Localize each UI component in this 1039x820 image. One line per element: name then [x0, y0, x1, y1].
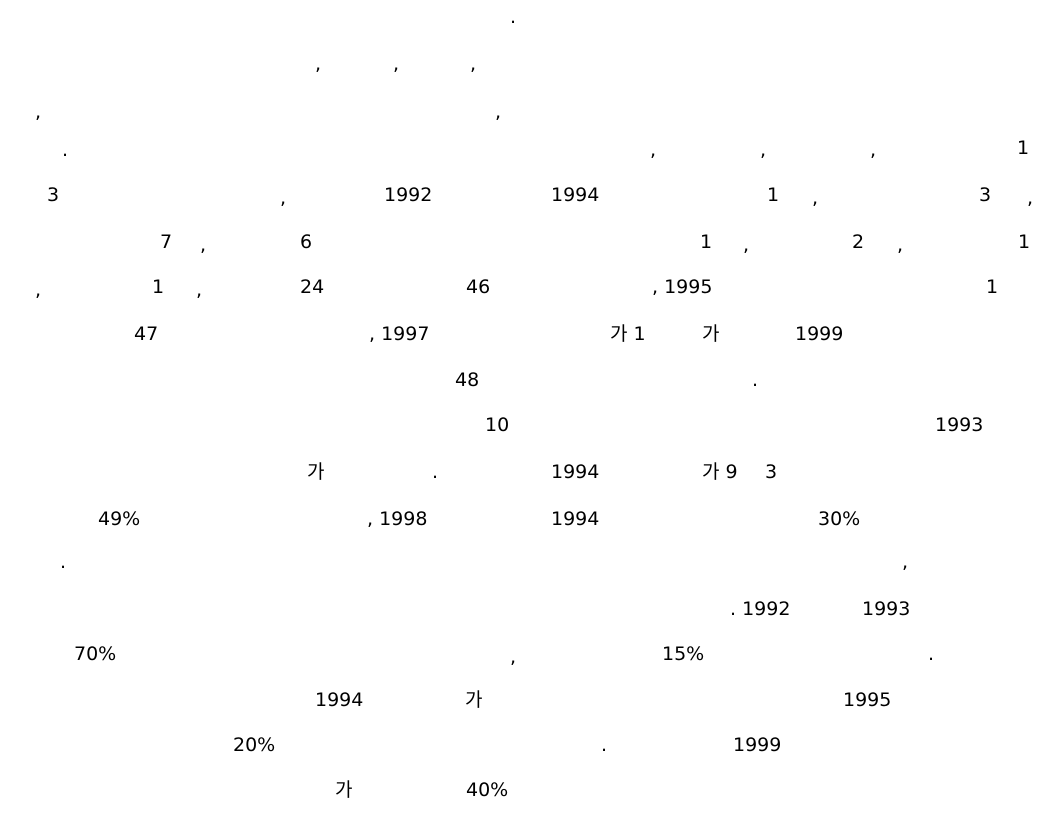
text-fragment: 40% — [466, 779, 509, 801]
text-fragment: , — [35, 101, 42, 123]
text-fragment: , — [393, 53, 400, 75]
text-fragment: , — [315, 53, 322, 75]
text-fragment: , — [510, 646, 517, 668]
text-fragment: 47 — [134, 323, 159, 345]
text-fragment: 1993 — [935, 414, 984, 436]
text-fragment: 1 — [152, 276, 165, 298]
text-fragment: 1999 — [795, 323, 844, 345]
text-fragment: , — [743, 234, 750, 256]
text-fragment: . — [60, 551, 67, 573]
text-fragment: , 1998 — [367, 508, 428, 530]
text-fragment: . — [601, 734, 608, 756]
text-fragment: 1 — [1018, 231, 1031, 253]
text-fragment: , — [897, 234, 904, 256]
text-fragment: 1992 — [384, 184, 433, 206]
text-fragment: , — [902, 551, 909, 573]
text-fragment: 가 — [702, 323, 720, 345]
text-fragment: 1994 — [551, 184, 600, 206]
text-fragment: 10 — [485, 414, 510, 436]
text-fragment: , — [812, 187, 819, 209]
text-fragment: , — [760, 139, 767, 161]
text-fragment: 3 — [979, 184, 992, 206]
text-fragment: 3 — [47, 184, 60, 206]
text-fragment: 가 9 — [702, 461, 738, 483]
text-fragment: 2 — [852, 231, 865, 253]
text-fragment: , — [470, 53, 477, 75]
text-fragment: 1 — [1017, 137, 1030, 159]
text-fragment: , 1995 — [652, 276, 713, 298]
text-fragment: . — [752, 369, 759, 391]
text-fragment: , — [650, 139, 657, 161]
text-fragment: . 1992 — [730, 598, 791, 620]
text-fragment: . — [928, 643, 935, 665]
text-fragment: 15% — [662, 643, 705, 665]
text-fragment: 6 — [300, 231, 313, 253]
text-fragment: , — [200, 234, 207, 256]
text-fragment: 1995 — [843, 689, 892, 711]
text-fragment: 1994 — [315, 689, 364, 711]
text-fragment: 1 — [767, 184, 780, 206]
text-fragment: 3 — [765, 461, 778, 483]
text-fragment: 1 — [700, 231, 713, 253]
text-fragment: 46 — [466, 276, 491, 298]
text-fragment: , — [1027, 187, 1034, 209]
text-fragment: . — [432, 461, 439, 483]
text-fragment: , — [35, 279, 42, 301]
text-fragment: 49% — [98, 508, 141, 530]
text-fragment: , — [196, 279, 203, 301]
text-fragment: , — [280, 187, 287, 209]
text-fragment: , 1997 — [369, 323, 430, 345]
text-fragment: 1993 — [862, 598, 911, 620]
text-fragment: 7 — [160, 231, 173, 253]
text-fragment: . — [510, 6, 517, 28]
text-fragment: , — [870, 139, 877, 161]
text-fragment: 48 — [455, 369, 480, 391]
text-fragment: 가 — [307, 461, 325, 483]
text-fragment: 24 — [300, 276, 325, 298]
text-fragment: 20% — [233, 734, 276, 756]
text-fragment: 30% — [818, 508, 861, 530]
text-fragment: , — [495, 101, 502, 123]
text-fragment: 1999 — [733, 734, 782, 756]
text-fragment: 가 — [335, 779, 353, 801]
text-fragment: 1 — [986, 276, 999, 298]
text-fragment: . — [62, 139, 69, 161]
text-fragment: 1994 — [551, 461, 600, 483]
text-fragment: 가 — [465, 689, 483, 711]
text-fragment: 1994 — [551, 508, 600, 530]
text-fragment: 가 1 — [610, 323, 646, 345]
text-fragment: 70% — [74, 643, 117, 665]
